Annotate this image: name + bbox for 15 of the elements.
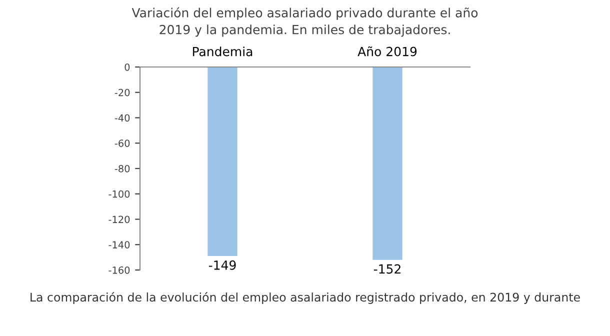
y-tick-label: -120 (108, 216, 130, 224)
y-tick-label: -80 (114, 164, 130, 172)
y-tick-label: -100 (108, 190, 130, 198)
y-tick-label: -160 (108, 266, 130, 274)
y-tick-label: -140 (108, 241, 130, 248)
y-tick-label: -60 (114, 140, 130, 147)
chart-title: Variación del empleo asalariado privado durante el año 2019 y la pandemia. En miles de trabajadores. (132, 7, 478, 37)
x-tick-label: Pandemia (192, 46, 252, 56)
y-tick-label: -40 (114, 114, 130, 122)
data-label: -152 (374, 264, 400, 274)
x-tick-label: Año 2019 (358, 46, 417, 56)
y-tick-label: -20 (114, 88, 130, 96)
text: La comparación de la evolución del empleo asalariado registrado privado, en 2019 y durante (30, 292, 580, 304)
y-tick-label: 0 (124, 63, 130, 71)
data-label: -149 (208, 260, 236, 270)
